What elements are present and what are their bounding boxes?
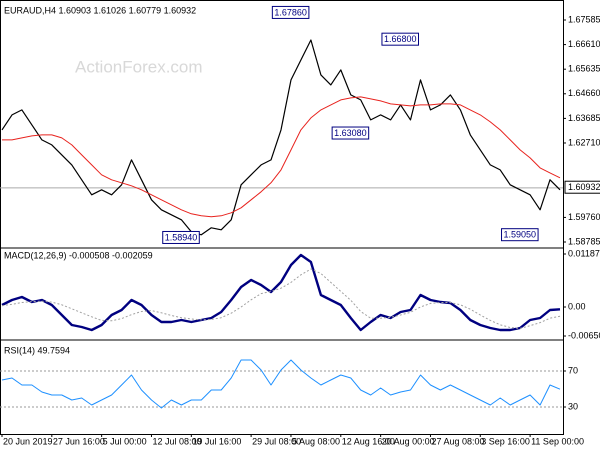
x-tick-label: 3 Sep 16:00 <box>481 436 530 446</box>
series-line <box>1 359 561 409</box>
y-tick-label: -0.006502 <box>568 330 600 340</box>
annotation-label: 1.58940 <box>165 232 198 242</box>
x-tick-label: 11 Sep 00:00 <box>531 436 584 446</box>
x-tick-label: 12 Jul 08:00 <box>152 436 201 446</box>
pane-title: MACD(12,26,9) -0.000508 -0.002059 <box>4 250 153 260</box>
x-tick-label: 19 Jul 16:00 <box>192 436 241 446</box>
y-tick-label: 0.01187 <box>568 248 600 258</box>
annotation-label: 1.63080 <box>334 128 367 138</box>
y-tick-label: 0.00 <box>568 301 586 311</box>
y-tick-label: 1.66610 <box>568 39 600 49</box>
y-tick-label: 1.62710 <box>568 137 600 147</box>
y-tick-label: 70 <box>568 365 578 375</box>
annotation-box <box>381 32 419 46</box>
x-tick-label: 29 Jul 08:00 <box>252 436 301 446</box>
annotation-label: 1.66800 <box>384 34 417 44</box>
x-tick-label: 5 Jul 00:00 <box>103 436 147 446</box>
x-tick-label: 12 Aug 16:00 <box>342 436 395 446</box>
annotation-label: 1.67860 <box>274 7 307 17</box>
x-tick-label: 5 Aug 08:00 <box>292 436 340 446</box>
y-tick-label: 1.67585 <box>568 14 600 24</box>
series-line <box>1 253 561 332</box>
series-line <box>1 39 561 236</box>
y-tick-label: 1.64660 <box>568 88 600 98</box>
x-tick-label: 27 Jun 16:00 <box>53 436 105 446</box>
x-tick-label: 27 Aug 08:00 <box>431 436 484 446</box>
annotation-box <box>162 230 200 244</box>
y-tick-label: 1.65635 <box>568 64 600 74</box>
y-tick-label: 30 <box>568 401 578 411</box>
y-tick-label: 1.59760 <box>568 212 600 222</box>
last-price-box <box>564 180 600 194</box>
annotation-box <box>331 126 370 140</box>
annotation-box <box>271 5 310 19</box>
x-tick-label: 20 Aug 00:00 <box>382 436 435 446</box>
series-line <box>2 96 561 218</box>
last-price-label: 1.60932 <box>568 182 600 192</box>
annotation-label: 1.59050 <box>504 230 537 240</box>
annotation-box <box>501 228 539 242</box>
pane-title: EURAUD,H4 1.60903 1.61026 1.60779 1.6093… <box>4 5 196 15</box>
y-tick-label: 1.63685 <box>568 113 600 123</box>
x-tick-label: 20 Jun 2019 <box>3 436 53 446</box>
series-line <box>1 268 561 329</box>
watermark: ActionForex.com <box>75 57 203 76</box>
pane-title: RSI(14) 49.7594 <box>4 345 70 355</box>
y-tick-label: 1.58785 <box>568 236 600 246</box>
